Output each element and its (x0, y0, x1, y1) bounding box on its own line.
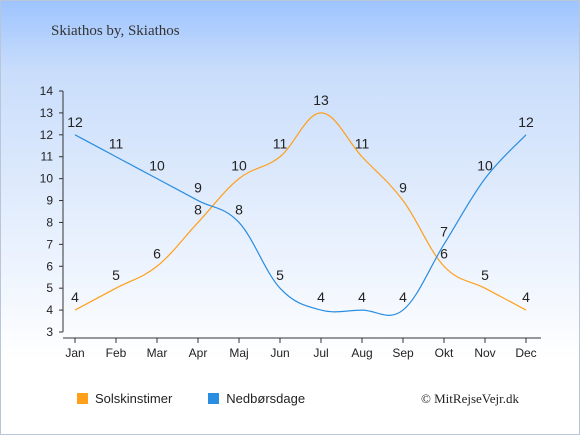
x-tick-label: Dec (515, 346, 536, 360)
chart-title: Skiathos by, Skiathos (51, 23, 180, 39)
y-tick-label: 4 (46, 303, 53, 317)
data-label-sun: 5 (112, 267, 120, 283)
data-label-sun: 5 (481, 267, 489, 283)
y-tick-label: 10 (40, 172, 54, 186)
legend-label-rain: Nedbørsdage (226, 391, 306, 406)
data-label-sun: 9 (399, 180, 407, 196)
y-tick-label: 13 (40, 106, 54, 120)
x-tick-label: Sep (392, 346, 414, 360)
x-tick-label: Aug (351, 346, 372, 360)
y-tick-label: 7 (46, 237, 53, 251)
x-tick-label: Jan (65, 346, 84, 360)
data-label-sun: 6 (440, 245, 448, 261)
legend-swatch-sun (77, 393, 88, 404)
y-tick-label: 8 (46, 215, 53, 229)
x-tick-label: Jul (313, 346, 328, 360)
x-tick-label: Okt (435, 346, 454, 360)
data-label-sun: 4 (71, 289, 79, 305)
data-label-rain: 10 (149, 158, 165, 174)
copyright-text: © MitRejseVejr.dk (421, 391, 519, 406)
x-tick-label: Mar (147, 346, 168, 360)
x-tick-label: Maj (229, 346, 248, 360)
data-label-rain: 4 (358, 289, 366, 305)
y-tick-label: 14 (40, 84, 54, 98)
data-label-rain: 4 (399, 289, 407, 305)
data-label-sun: 11 (355, 136, 370, 152)
x-tick-label: Jun (270, 346, 289, 360)
x-tick-label: Nov (474, 346, 495, 360)
data-label-rain: 5 (276, 267, 284, 283)
y-tick-label: 3 (46, 325, 53, 339)
data-label-sun: 11 (273, 136, 288, 152)
y-tick-label: 6 (46, 259, 53, 273)
data-label-rain: 7 (440, 223, 448, 239)
legend: Solskinstimer Nedbørsdage (77, 391, 341, 406)
data-label-sun: 4 (522, 289, 530, 305)
x-tick-label: Apr (189, 346, 208, 360)
y-tick-label: 12 (40, 128, 54, 142)
legend-item-sun: Solskinstimer (77, 391, 172, 406)
series-line-sun (74, 112, 527, 311)
data-label-rain: 4 (317, 289, 325, 305)
series-line-rain (74, 134, 527, 316)
data-label-sun: 10 (231, 158, 247, 174)
data-label-sun: 13 (313, 92, 329, 108)
data-label-sun: 8 (194, 201, 202, 217)
data-label-rain: 12 (518, 114, 534, 130)
y-tick-label: 5 (46, 281, 53, 295)
x-tick-label: Feb (106, 346, 127, 360)
legend-item-rain: Nedbørsdage (208, 391, 305, 406)
data-label-rain: 12 (67, 114, 83, 130)
data-label-rain: 8 (235, 201, 243, 217)
data-label-sun: 6 (153, 245, 161, 261)
data-label-rain: 9 (194, 180, 202, 196)
legend-label-sun: Solskinstimer (95, 391, 173, 406)
data-label-rain: 10 (477, 158, 493, 174)
legend-swatch-rain (208, 393, 220, 404)
y-tick-label: 9 (46, 194, 53, 208)
data-label-rain: 11 (109, 136, 124, 152)
y-tick-label: 11 (41, 150, 54, 164)
